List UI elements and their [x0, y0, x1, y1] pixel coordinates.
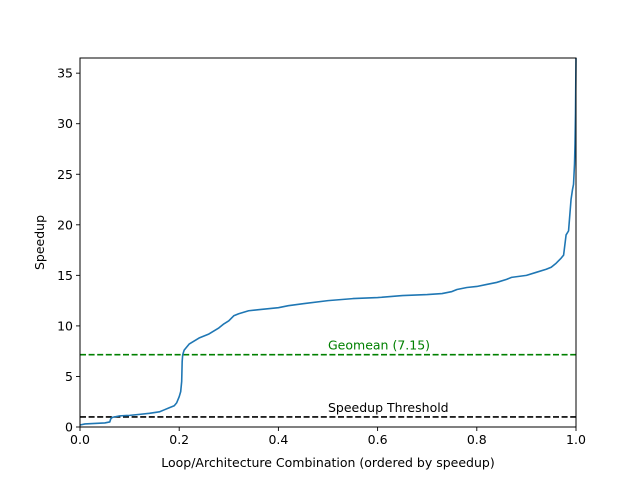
x-tick-label: 0.0 — [70, 432, 90, 447]
x-tick-label: 0.8 — [467, 432, 487, 447]
x-axis-ticks: 0.0 0.2 0.4 0.6 0.8 1.0 — [70, 427, 586, 447]
y-tick-label: 30 — [57, 116, 73, 131]
x-axis-label: Loop/Architecture Combination (ordered b… — [161, 455, 494, 470]
x-tick-label: 1.0 — [566, 432, 586, 447]
y-tick-label: 35 — [57, 66, 73, 81]
y-tick-label: 25 — [57, 167, 73, 182]
series-line-0 — [79, 57, 577, 426]
x-tick-label: 0.6 — [368, 432, 388, 447]
y-tick-label: 15 — [57, 268, 73, 283]
y-tick-label: 10 — [57, 318, 73, 333]
reference-lines: Geomean (7.15) Speedup Threshold — [80, 338, 576, 418]
plot-frame — [79, 57, 577, 428]
reference-label-speedup-threshold: Speedup Threshold — [328, 400, 449, 415]
y-axis-label: Speedup — [32, 215, 47, 270]
y-axis-ticks: 0 5 10 15 20 25 30 35 — [57, 66, 80, 435]
x-tick-label: 0.4 — [268, 432, 288, 447]
y-tick-label: 0 — [65, 420, 73, 435]
y-tick-label: 20 — [57, 217, 73, 232]
y-tick-label: 5 — [65, 369, 73, 384]
series-layer — [79, 57, 577, 426]
x-tick-label: 0.2 — [169, 432, 189, 447]
reference-label-geomean-7-15: Geomean (7.15) — [328, 338, 430, 353]
